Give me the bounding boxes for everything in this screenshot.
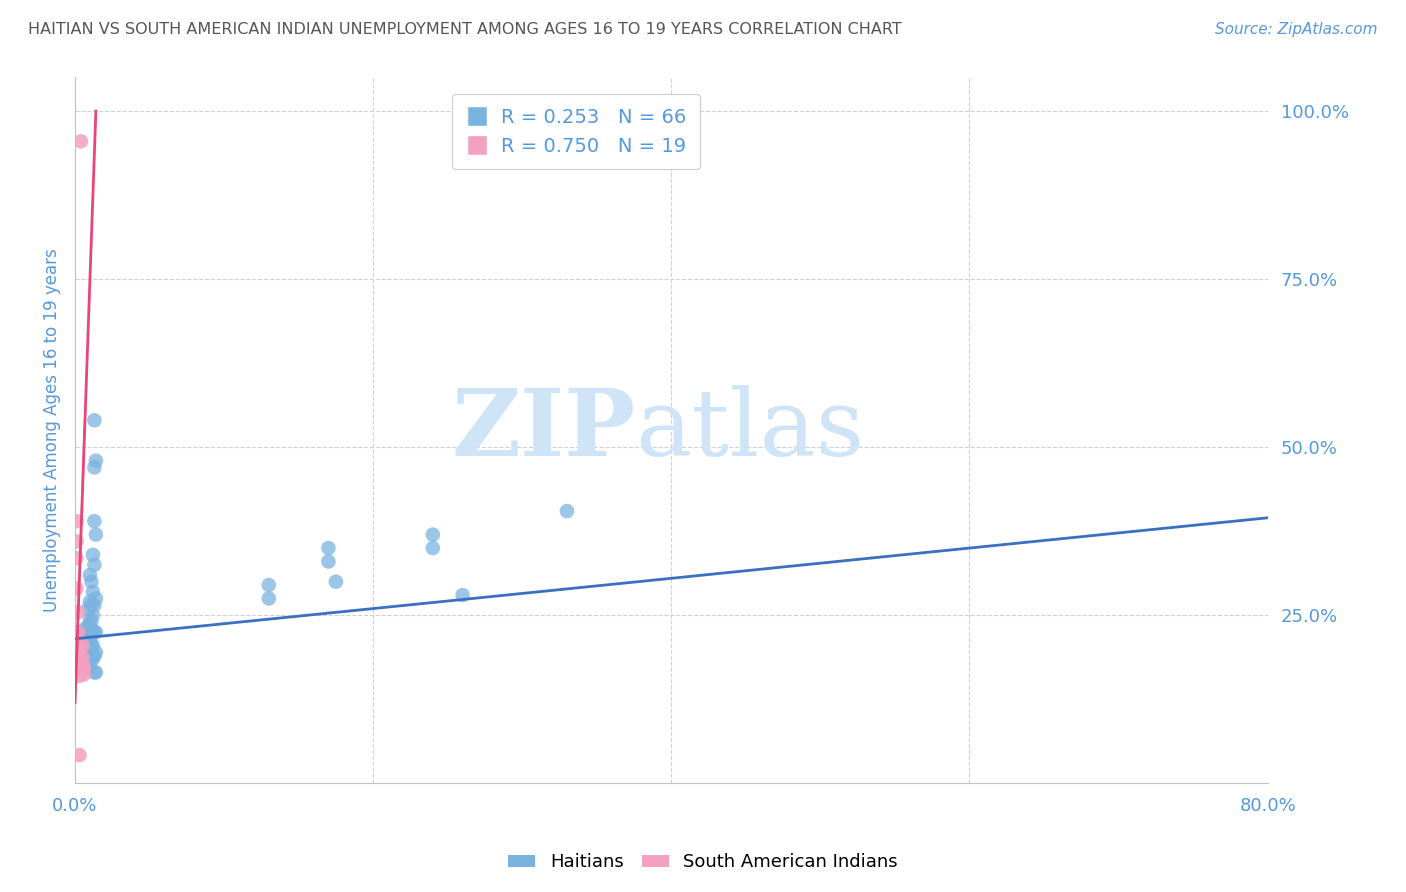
- Point: [73, 648, 96, 663]
- Point: [82, 652, 104, 666]
- Point: [80, 639, 103, 653]
- Point: [555, 504, 578, 518]
- Point: [318, 541, 340, 555]
- Point: [77, 658, 100, 673]
- Point: [75, 648, 97, 663]
- Point: [65, 514, 87, 528]
- Point: [73, 661, 96, 675]
- Point: [79, 635, 101, 649]
- Point: [65, 582, 87, 596]
- Point: [66, 648, 89, 663]
- Text: HAITIAN VS SOUTH AMERICAN INDIAN UNEMPLOYMENT AMONG AGES 16 TO 19 YEARS CORRELAT: HAITIAN VS SOUTH AMERICAN INDIAN UNEMPLO…: [28, 22, 901, 37]
- Point: [65, 534, 87, 549]
- Point: [69, 669, 91, 683]
- Point: [422, 541, 444, 555]
- Point: [66, 639, 89, 653]
- Point: [82, 548, 104, 562]
- Point: [79, 658, 101, 673]
- Point: [70, 641, 93, 656]
- Point: [83, 558, 105, 572]
- Point: [79, 568, 101, 582]
- Point: [69, 662, 91, 676]
- Point: [84, 645, 107, 659]
- Point: [65, 551, 87, 566]
- Point: [257, 578, 280, 592]
- Point: [83, 413, 105, 427]
- Point: [80, 615, 103, 629]
- Point: [77, 652, 100, 666]
- Point: [66, 605, 89, 619]
- Text: Source: ZipAtlas.com: Source: ZipAtlas.com: [1215, 22, 1378, 37]
- Point: [79, 652, 101, 666]
- Point: [79, 645, 101, 659]
- Point: [83, 648, 105, 663]
- Point: [84, 625, 107, 640]
- Point: [77, 641, 100, 656]
- Point: [79, 612, 101, 626]
- Point: [83, 460, 105, 475]
- Point: [84, 591, 107, 606]
- Point: [72, 657, 94, 671]
- Point: [72, 658, 94, 673]
- Point: [451, 588, 474, 602]
- Point: [82, 639, 104, 653]
- Point: [83, 665, 105, 680]
- Legend: R = 0.253   N = 66, R = 0.750   N = 19: R = 0.253 N = 66, R = 0.750 N = 19: [453, 95, 700, 169]
- Point: [76, 632, 98, 646]
- Point: [76, 648, 98, 663]
- Point: [318, 554, 340, 568]
- Point: [72, 645, 94, 659]
- Point: [84, 527, 107, 541]
- Point: [75, 641, 97, 656]
- Point: [257, 591, 280, 606]
- Point: [77, 618, 100, 632]
- Point: [69, 748, 91, 763]
- Text: atlas: atlas: [636, 385, 865, 475]
- Point: [79, 595, 101, 609]
- Point: [422, 527, 444, 541]
- Legend: Haitians, South American Indians: Haitians, South American Indians: [501, 847, 905, 879]
- Point: [72, 650, 94, 665]
- Point: [72, 625, 94, 640]
- Point: [73, 656, 96, 670]
- Point: [69, 639, 91, 653]
- Point: [70, 632, 93, 646]
- Point: [73, 628, 96, 642]
- Point: [72, 652, 94, 666]
- Point: [77, 601, 100, 615]
- Point: [75, 622, 97, 636]
- Point: [83, 514, 105, 528]
- Point: [80, 628, 103, 642]
- Point: [70, 134, 93, 148]
- Point: [75, 632, 97, 646]
- Point: [83, 625, 105, 640]
- Point: [84, 453, 107, 467]
- Point: [77, 632, 100, 646]
- Text: ZIP: ZIP: [451, 385, 636, 475]
- Point: [73, 667, 96, 681]
- Point: [73, 639, 96, 653]
- Point: [80, 648, 103, 663]
- Point: [66, 625, 89, 640]
- Point: [66, 658, 89, 673]
- Point: [82, 625, 104, 640]
- Point: [83, 598, 105, 612]
- Point: [66, 653, 89, 667]
- Point: [76, 656, 98, 670]
- Point: [72, 639, 94, 653]
- Point: [76, 641, 98, 656]
- Point: [80, 598, 103, 612]
- Point: [325, 574, 347, 589]
- Point: [82, 584, 104, 599]
- Point: [75, 658, 97, 673]
- Point: [76, 662, 98, 676]
- Y-axis label: Unemployment Among Ages 16 to 19 years: Unemployment Among Ages 16 to 19 years: [44, 249, 60, 612]
- Point: [84, 665, 107, 680]
- Point: [82, 608, 104, 623]
- Point: [72, 635, 94, 649]
- Point: [79, 625, 101, 640]
- Point: [80, 574, 103, 589]
